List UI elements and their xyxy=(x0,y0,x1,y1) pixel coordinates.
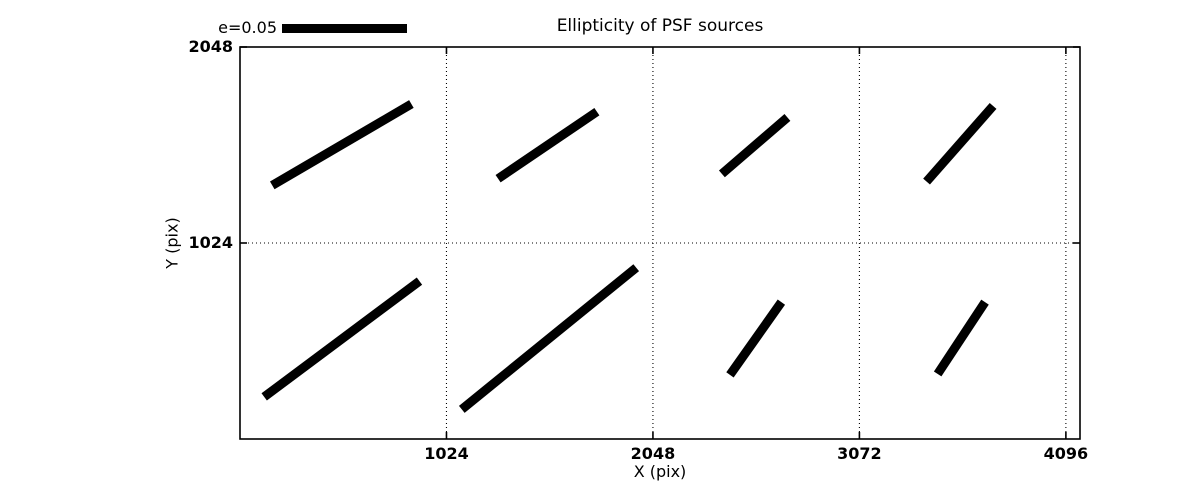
whisker-segment xyxy=(458,264,640,413)
whisker-segment xyxy=(933,299,989,377)
chart-title: Ellipticity of PSF sources xyxy=(556,16,764,36)
x-tick-label-3072: 3072 xyxy=(837,444,882,463)
whisker-segment xyxy=(923,102,997,185)
whisker-segment xyxy=(495,107,600,183)
x-tick-label-2048: 2048 xyxy=(630,444,676,463)
x-tick-label-1024: 1024 xyxy=(424,444,469,463)
x-axis-label: X (pix) xyxy=(633,462,687,481)
y-axis-label: Y (pix) xyxy=(162,217,182,269)
x-tick-label-4096: 4096 xyxy=(1043,444,1089,463)
legend-label: e=0.05 xyxy=(218,18,277,37)
whisker-segment xyxy=(726,299,786,378)
whisker-segment xyxy=(718,114,791,178)
whisker-segment xyxy=(261,277,423,401)
whisker-segment xyxy=(269,100,414,190)
y-tick-label-2048: 2048 xyxy=(188,37,233,56)
y-tick-label-1024: 1024 xyxy=(188,233,233,252)
